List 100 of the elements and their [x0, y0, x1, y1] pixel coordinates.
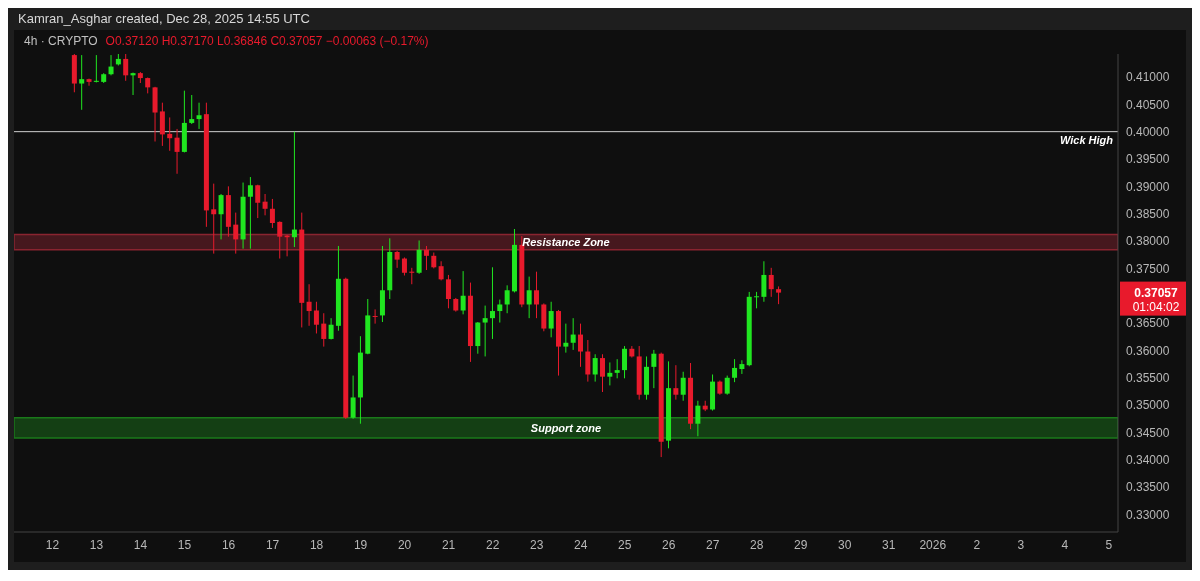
candlestick [313, 301, 319, 334]
x-tick-label: 4 [1061, 537, 1069, 552]
candlestick [761, 260, 767, 303]
y-tick-label: 0.33000 [1126, 507, 1170, 522]
candlestick [592, 353, 598, 383]
candlestick [233, 212, 239, 255]
candlestick [262, 193, 268, 216]
candlestick [651, 349, 657, 389]
candlestick [196, 102, 202, 130]
x-tick-label: 18 [309, 537, 324, 552]
y-tick-label: 0.36000 [1126, 343, 1170, 358]
candlestick [489, 266, 495, 340]
x-tick-label: 20 [397, 537, 412, 552]
x-tick-label: 2 [973, 537, 981, 552]
candlestick [79, 54, 85, 111]
x-tick-label: 23 [529, 537, 544, 552]
y-tick-label: 0.38000 [1126, 234, 1170, 249]
candlestick [189, 94, 195, 125]
chart-subtitle: 4h · CRYPTO [24, 34, 98, 48]
candlestick [563, 323, 569, 354]
candlestick [629, 345, 635, 359]
candlestick [350, 375, 356, 420]
candlestick [673, 364, 679, 401]
y-tick-label: 0.35000 [1126, 398, 1170, 413]
candlestick [306, 283, 312, 327]
candlestick [401, 256, 407, 276]
candlestick [255, 184, 261, 219]
x-tick-label: 25 [618, 537, 632, 552]
x-tick-label: 26 [662, 537, 676, 552]
candlestick [460, 270, 466, 315]
x-tick-label: 29 [794, 537, 808, 552]
candlestick [695, 400, 701, 437]
candlestick [739, 359, 745, 375]
text: O0.37120 H0.37170 L0.36846 C0.37057 −0.00063 (−0.17%) [105, 34, 429, 48]
x-tick-label: 15 [177, 537, 192, 552]
ref-line-label: Wick High [1059, 134, 1114, 147]
x-tick-label: 19 [353, 537, 368, 552]
candlestick [445, 274, 451, 309]
candlestick [754, 291, 760, 309]
candlestick [211, 183, 217, 255]
x-tick-label: 17 [265, 537, 280, 552]
y-tick-label: 0.41000 [1126, 70, 1170, 85]
candlestick [614, 358, 620, 379]
y-tick-label: 0.39000 [1126, 179, 1170, 194]
candlestick [167, 116, 173, 152]
x-tick-label: 30 [838, 537, 852, 552]
candlestick [504, 284, 510, 314]
band-label: Support zone [530, 421, 602, 434]
band-label: Resistance Zone [522, 236, 610, 249]
candlestick [585, 339, 591, 383]
candlestick [497, 299, 503, 324]
y-tick-label: 0.33500 [1126, 480, 1170, 495]
y-tick-label: 0.40500 [1126, 97, 1170, 112]
candlestick [600, 353, 606, 393]
x-tick-label: 13 [89, 537, 104, 552]
y-tick-label: 0.40000 [1126, 124, 1170, 139]
candlestick [416, 240, 422, 275]
candlestick [482, 305, 488, 357]
candlestick [291, 131, 297, 248]
candlestick [409, 267, 415, 285]
x-tick-label: 22 [485, 537, 500, 552]
candlestick [123, 54, 129, 82]
y-tick-label: 0.35500 [1126, 371, 1170, 386]
x-tick-label: 12 [45, 537, 60, 552]
chart-title: Kamran_Asghar created, Dec 28, 2025 14:55 UTC [17, 10, 311, 28]
candlestick [533, 271, 539, 319]
candlestick [277, 220, 283, 260]
candlestick [247, 176, 253, 250]
candlestick [86, 78, 92, 87]
x-tick-label: 27 [706, 537, 720, 552]
y-tick-label: 0.36500 [1126, 316, 1170, 331]
y-tick-label: 0.39500 [1126, 152, 1170, 167]
candlestick [93, 54, 99, 83]
candlestick [218, 193, 224, 240]
candlestick [548, 301, 554, 338]
x-tick-label: 2026 [919, 537, 947, 552]
candlestick [526, 276, 532, 319]
x-tick-label: 21 [441, 537, 456, 552]
y-tick-label: 0.38500 [1126, 206, 1170, 221]
candlestick [732, 358, 738, 383]
candlestick [570, 317, 576, 351]
candlestick [269, 198, 275, 229]
text: 0.37057 [1134, 285, 1179, 300]
candlestick [475, 321, 481, 355]
candlestick [321, 312, 327, 348]
x-tick-label: 24 [573, 537, 588, 552]
candlestick [607, 361, 613, 386]
x-tick-label: 5 [1105, 537, 1113, 552]
candlestick [174, 128, 180, 175]
candlestick [438, 260, 444, 281]
x-tick-label: 3 [1017, 537, 1025, 552]
y-tick-label: 0.34500 [1126, 425, 1170, 440]
candlestick [622, 345, 628, 379]
candlestick [423, 245, 429, 271]
x-tick-label: 14 [133, 537, 148, 552]
x-tick-label: 16 [221, 537, 236, 552]
x-tick-label: 28 [750, 537, 764, 552]
y-tick-label: 0.34000 [1126, 453, 1170, 468]
x-tick-label: 31 [882, 537, 896, 552]
candlestick [724, 375, 730, 396]
